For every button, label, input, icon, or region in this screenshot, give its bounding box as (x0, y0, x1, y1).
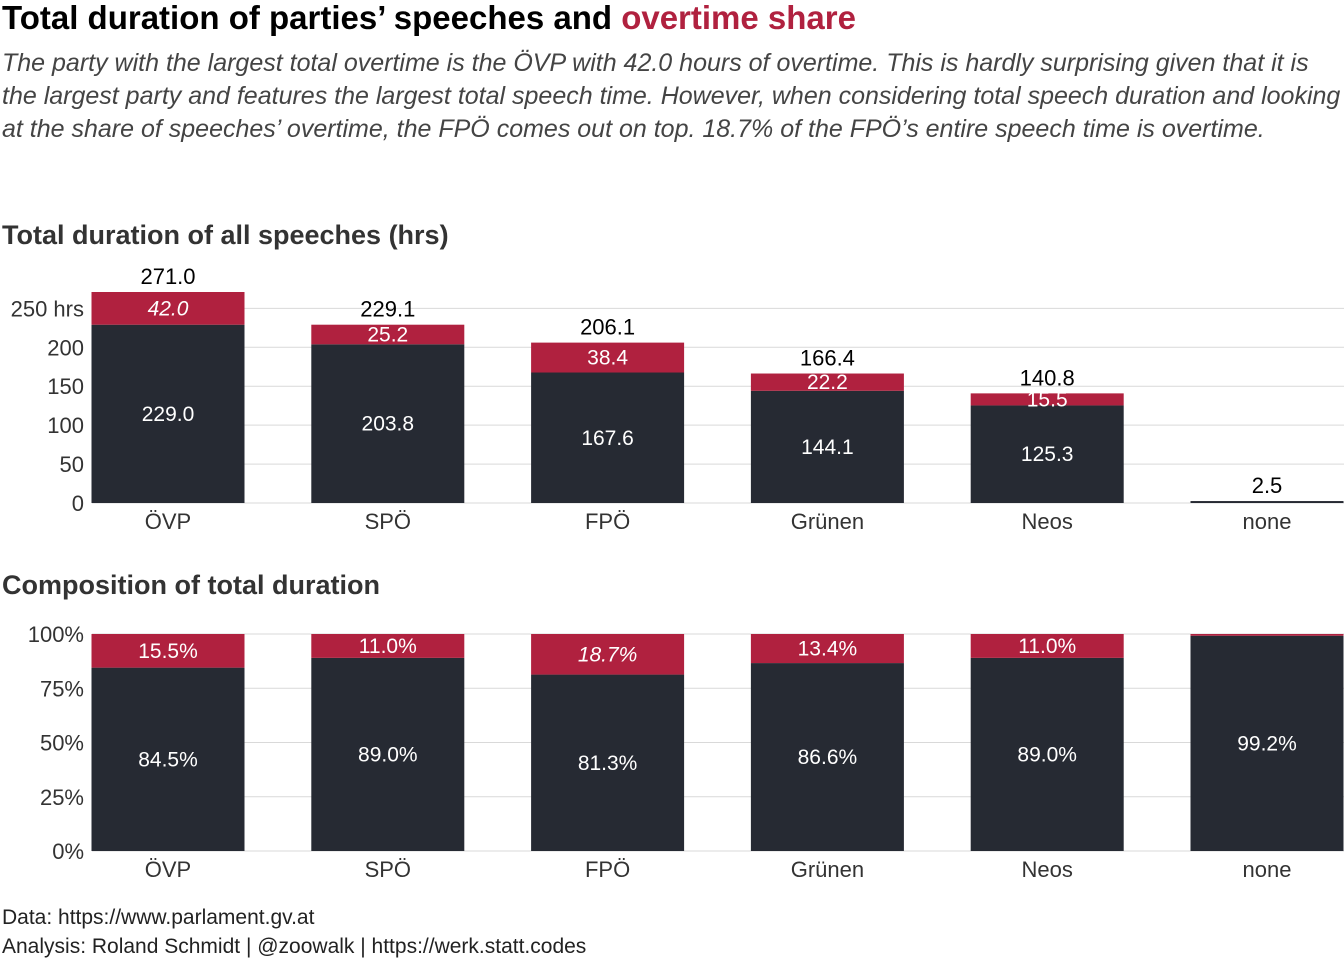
x-category-label: Neos (1022, 857, 1073, 882)
total-label: 166.4 (800, 346, 855, 371)
data-label-overtime: 15.5 (1027, 388, 1068, 411)
bar-overtime-grunen (750, 634, 904, 664)
total-label: 229.1 (360, 297, 415, 322)
data-label-regular: 86.6% (798, 746, 858, 769)
y-tick-label: 200 (47, 335, 84, 360)
bar-regular-fpo (531, 674, 685, 851)
bar-overtime-grunen (750, 373, 904, 391)
title-main: Total duration of parties’ speeches and (2, 0, 622, 36)
bar-regular-ovp (91, 667, 245, 851)
bar-regular-ovp (91, 324, 245, 503)
bar-regular-none (1190, 635, 1344, 851)
total-label: 206.1 (580, 315, 635, 340)
bar-overtime-ovp (91, 634, 245, 668)
x-category-label: SPÖ (365, 509, 411, 534)
data-label-overtime: 13.4% (798, 638, 858, 661)
bar-regular-neos (970, 657, 1124, 851)
y-tick-label: 50% (40, 731, 84, 756)
chart-title: Total duration of parties’ speeches and … (2, 0, 856, 36)
total-duration-chart: 0 50 100 150 200 250 hrs 229.0 42.0 271.0 ÖVP 203.… (11, 264, 1344, 534)
bar-overtime-spo (311, 634, 465, 658)
data-label-overtime: 42.0 (148, 297, 189, 320)
data-label-regular: 203.8 (362, 413, 415, 436)
bar-regular-grunen (750, 663, 904, 851)
total-label: 140.8 (1020, 365, 1075, 390)
x-category-label: FPÖ (585, 509, 630, 534)
bar-overtime-spo (311, 324, 465, 345)
data-label-overtime: 25.2 (367, 324, 408, 347)
data-label-regular: 167.6 (581, 427, 634, 450)
y-tick-label: 100 (47, 413, 84, 438)
data-label-regular: 144.1 (801, 436, 854, 459)
data-label-overtime: 11.0% (1018, 635, 1076, 658)
y-tick-label: 0 (72, 491, 84, 516)
y-tick-label: 100% (28, 622, 84, 647)
data-label-regular: 84.5% (138, 748, 198, 771)
bar-overtime-ovp (91, 292, 245, 325)
bar-overtime-none (1190, 634, 1344, 636)
x-category-label: Neos (1022, 509, 1073, 534)
data-label-overtime: 15.5% (138, 640, 198, 663)
data-label-regular: 125.3 (1021, 443, 1074, 466)
bar-regular-neos (970, 405, 1124, 503)
bar-overtime-fpo (531, 342, 685, 373)
x-category-label: Grünen (791, 857, 864, 882)
y-tick-label: 150 (47, 374, 84, 399)
data-label-regular: 229.0 (142, 403, 195, 426)
data-label-regular: 99.2% (1237, 732, 1297, 755)
total-label: 271.0 (140, 264, 195, 289)
y-tick-label: 50 (60, 452, 84, 477)
data-label-overtime: 22.2 (807, 371, 848, 394)
x-category-label: SPÖ (365, 857, 411, 882)
bar-regular-spo (311, 344, 465, 503)
x-category-label: Grünen (791, 509, 864, 534)
x-category-label: none (1243, 509, 1292, 534)
bar-overtime-fpo (531, 634, 685, 675)
y-tick-label: 250 hrs (11, 296, 84, 321)
bar-regular-fpo (531, 372, 685, 503)
chart-subtitle: The party with the largest total overtim… (2, 49, 1341, 143)
bar-regular-grunen (750, 390, 904, 503)
total-label: 2.5 (1252, 473, 1283, 498)
data-label-regular: 89.0% (1017, 743, 1077, 766)
data-label-regular: 81.3% (578, 752, 638, 775)
x-category-label: ÖVP (145, 857, 191, 882)
bar-regular-none (1190, 501, 1344, 503)
x-category-label: ÖVP (145, 509, 191, 534)
data-source-caption: Data: https://www.parlament.gv.at (2, 906, 315, 929)
panel-title-total-duration: Total duration of all speeches (hrs) (2, 220, 449, 250)
bar-overtime-neos (970, 393, 1124, 406)
title-accent: overtime share (621, 0, 856, 36)
data-label-regular: 89.0% (358, 743, 418, 766)
composition-chart: 0% 25% 50% 75% 100% 84.5% 15.5% ÖVP 89.0% 11.0% SP… (28, 622, 1344, 882)
x-category-label: FPÖ (585, 857, 630, 882)
panel-title-composition: Composition of total duration (2, 570, 380, 600)
y-tick-label: 0% (52, 839, 84, 864)
y-tick-label: 75% (40, 676, 84, 701)
bar-regular-spo (311, 657, 465, 851)
data-label-overtime: 18.7% (578, 643, 638, 666)
bar-overtime-neos (970, 634, 1124, 658)
y-tick-label: 25% (40, 785, 84, 810)
data-label-overtime: 38.4 (587, 347, 628, 370)
data-label-overtime: 11.0% (359, 635, 417, 658)
analysis-credit-caption: Analysis: Roland Schmidt | @zoowalk | ht… (2, 935, 587, 958)
x-category-label: none (1243, 857, 1292, 882)
